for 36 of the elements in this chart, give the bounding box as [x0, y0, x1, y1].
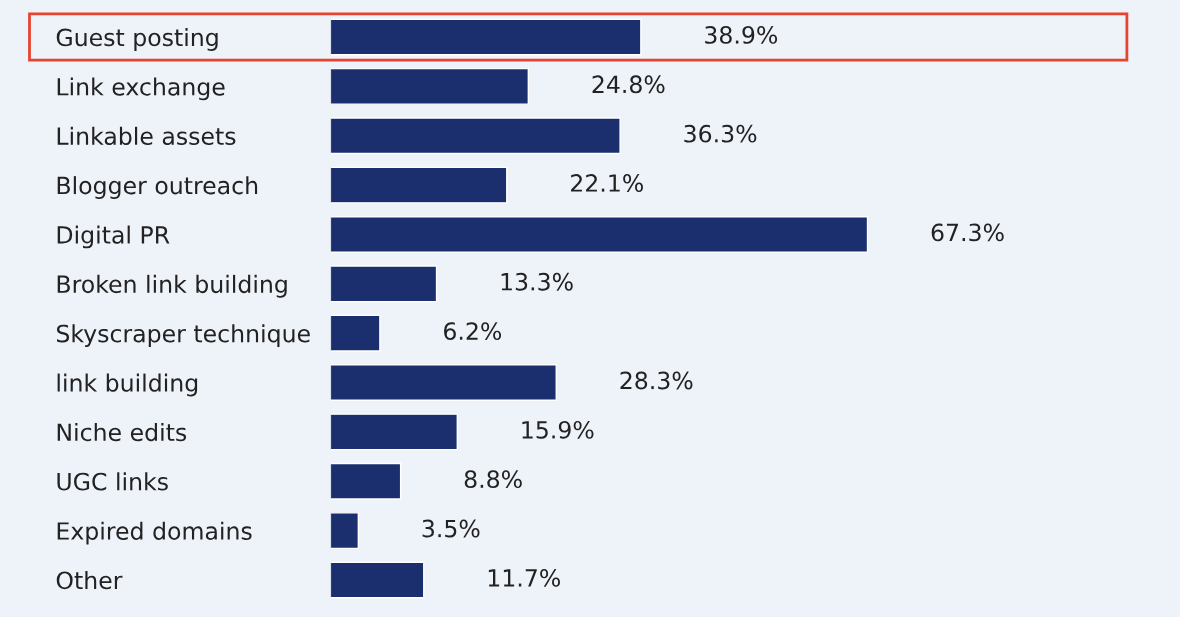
data-label: 28.3%: [620, 371, 693, 390]
bar: [330, 561, 425, 599]
y-tick-label: Linkable assets: [57, 126, 236, 146]
y-tick-label: Niche edits: [57, 422, 187, 442]
y-tick-label: Guest posting: [56, 28, 218, 51]
bar: [330, 215, 869, 253]
bar: [330, 413, 458, 451]
data-label: 36.3%: [684, 124, 757, 143]
data-label: 15.9%: [522, 420, 594, 439]
data-label: 67.3%: [931, 223, 1004, 242]
bar: [330, 265, 438, 303]
data-label: 11.7%: [488, 568, 560, 587]
y-tick-label: link building: [57, 373, 198, 397]
data-label: 24.8%: [592, 75, 665, 94]
bar: [330, 67, 530, 105]
bar: [330, 314, 381, 352]
data-label: 38.9%: [705, 26, 778, 44]
bar: [330, 117, 621, 155]
bar: [330, 18, 642, 56]
y-tick-label: Expired domains: [57, 521, 252, 545]
y-tick-label: Broken link building: [57, 274, 287, 298]
data-label: 3.5%: [422, 519, 480, 538]
y-tick-label: Blogger outreach: [57, 176, 258, 199]
bar: [330, 512, 360, 550]
bar: [330, 462, 402, 500]
data-label: 13.3%: [501, 272, 573, 291]
y-tick-label: Link exchange: [57, 77, 225, 101]
bar: [330, 364, 557, 402]
data-label: 22.1%: [571, 174, 643, 192]
data-label: 6.2%: [444, 322, 502, 341]
y-tick-label: Digital PR: [57, 225, 170, 249]
y-tick-label: Other: [56, 571, 123, 590]
data-label: 8.8%: [464, 470, 522, 489]
bar: [330, 166, 508, 204]
y-tick-label: UGC links: [57, 472, 168, 491]
y-tick-label: Skyscraper technique: [56, 324, 310, 348]
